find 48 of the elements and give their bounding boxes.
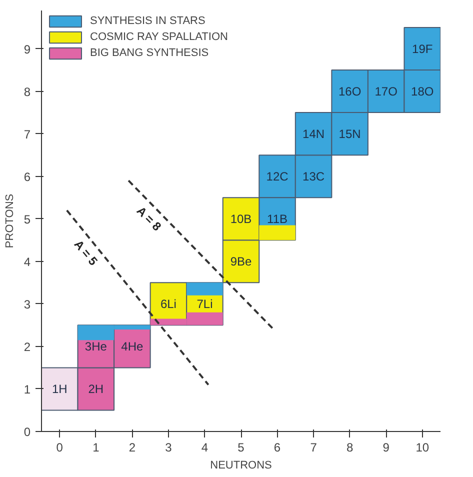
annotation: 4He <box>121 339 144 354</box>
y-tick-label: 6 <box>24 170 31 184</box>
x-tick-label: 1 <box>92 440 100 454</box>
y-tick-label: 5 <box>24 212 31 226</box>
annotation: 11B <box>267 212 288 226</box>
y-tick-label: 7 <box>24 127 31 142</box>
annotation: 6Li <box>160 296 176 311</box>
annotation: 10B <box>230 212 252 226</box>
annotation: 2H <box>88 382 104 396</box>
legend-label: COSMIC RAY SPALLATION <box>90 30 228 44</box>
y-tick-label: 9 <box>24 42 31 56</box>
annotation: 18O <box>411 84 434 98</box>
annotation: 14N <box>302 126 325 141</box>
annotation: A = 5 <box>71 237 101 268</box>
x-axis-title: NEUTRONS <box>210 460 272 472</box>
x-tick-label: 0 <box>56 440 64 454</box>
annotation: 19F <box>412 42 433 56</box>
x-tick-label: 5 <box>238 440 245 454</box>
x-tick-label: 6 <box>274 440 281 454</box>
bar <box>186 282 223 296</box>
annotation: 1H <box>52 382 68 396</box>
annotation: 12C <box>266 169 289 184</box>
x-tick-label: 3 <box>165 440 172 454</box>
y-tick-label: 2 <box>24 340 31 354</box>
annotation: 9Be <box>230 254 252 268</box>
x-tick-label: 7 <box>310 440 318 454</box>
legend-label: BIG BANG SYNTHESIS <box>90 46 209 60</box>
y-axis-title: PROTONS <box>4 194 16 248</box>
annotation: A = 8 <box>134 204 164 234</box>
point <box>42 367 78 411</box>
annotation: 15N <box>338 126 361 141</box>
annotation: 3He <box>84 339 108 354</box>
y-tick-label: 0 <box>24 425 31 439</box>
x-tick-label: 4 <box>201 440 208 454</box>
y-tick-label: 8 <box>24 84 31 99</box>
y-tick-label: 4 <box>24 254 31 269</box>
point <box>77 367 115 411</box>
x-tick-label: 2 <box>128 440 136 454</box>
annotation: 16O <box>338 84 362 98</box>
y-tick-label: 3 <box>24 297 31 312</box>
annotation: 7Li <box>196 296 213 311</box>
annotation: 13C <box>302 169 325 184</box>
annotation: 17O <box>374 84 398 98</box>
x-tick-label: 9 <box>382 440 390 454</box>
x-tick-label: 8 <box>346 440 354 454</box>
y-tick-label: 1 <box>24 382 31 396</box>
x-tick-label: 10 <box>416 440 430 454</box>
legend-label: SYNTHESIS IN STARS <box>90 14 206 28</box>
